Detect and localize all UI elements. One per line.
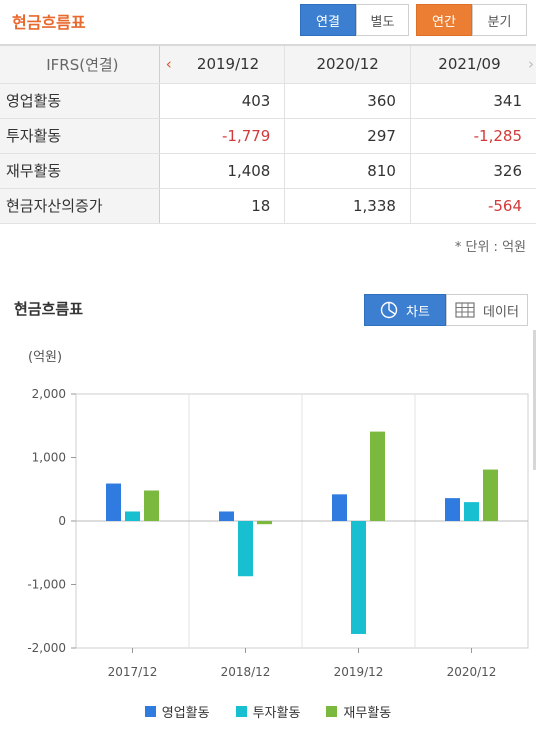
bar bbox=[257, 521, 272, 525]
legend-label: 재무활동 bbox=[343, 706, 392, 721]
table-cell: 341 bbox=[410, 83, 536, 119]
chart-view-label: 차트 bbox=[406, 304, 430, 320]
table-cell: 326 bbox=[410, 153, 536, 189]
pie-chart-icon bbox=[380, 301, 398, 319]
column-header: 2020/12 bbox=[284, 44, 411, 84]
table-row: 영업활동 403 360 341 bbox=[0, 83, 536, 119]
table-cell: 297 bbox=[284, 118, 411, 154]
row-label: 투자활동 bbox=[0, 118, 160, 154]
column-header: ‹ 2019/12 bbox=[159, 44, 286, 84]
data-view-label: 데이터 bbox=[483, 304, 519, 320]
y-unit-label: (억원) bbox=[28, 350, 63, 365]
row-label: 재무활동 bbox=[0, 153, 160, 189]
quarterly-button[interactable]: 분기 bbox=[472, 4, 527, 36]
table-cell: 403 bbox=[159, 83, 286, 119]
table-cell: 360 bbox=[284, 83, 411, 119]
legend-item[interactable]: 영업활동 bbox=[144, 702, 210, 721]
row-label: 영업활동 bbox=[0, 83, 160, 119]
y-tick-label: -2,000 bbox=[27, 641, 66, 655]
bar bbox=[445, 498, 460, 521]
table-cell: 1,408 bbox=[159, 153, 286, 189]
legend-item[interactable]: 투자활동 bbox=[235, 702, 301, 721]
y-tick-label: 0 bbox=[58, 514, 66, 528]
cashflow-table: IFRS(연결) ‹ 2019/12 2020/12 2021/09 › 영업활… bbox=[0, 44, 536, 224]
table-row: 투자활동 -1,779 297 -1,285 bbox=[0, 118, 536, 154]
legend-swatch bbox=[326, 706, 338, 717]
x-tick-label: 2018/12 bbox=[221, 665, 271, 679]
legend-item[interactable]: 재무활동 bbox=[326, 702, 391, 721]
page-title: 현금흐름표 bbox=[12, 13, 86, 32]
column-header: 2021/09 › bbox=[410, 44, 536, 84]
prev-arrow-icon[interactable]: ‹ bbox=[165, 55, 172, 74]
chart-section-title: 현금흐름표 bbox=[14, 300, 84, 318]
bar bbox=[332, 494, 347, 521]
consolidated-button[interactable]: 연결 bbox=[300, 4, 356, 36]
y-tick-label: 1,000 bbox=[32, 451, 66, 465]
table-grid-icon bbox=[455, 302, 475, 318]
legend-label: 투자활동 bbox=[252, 706, 301, 721]
bar bbox=[483, 469, 498, 521]
y-tick-label: -1,000 bbox=[27, 578, 66, 592]
scrollbar[interactable] bbox=[533, 330, 536, 470]
table-corner: IFRS(연결) bbox=[0, 44, 160, 84]
unit-note: * 단위 : 억원 bbox=[454, 240, 526, 255]
bar bbox=[125, 511, 140, 521]
chart-view-button[interactable]: 차트 bbox=[364, 294, 446, 326]
x-tick-label: 2020/12 bbox=[447, 665, 497, 679]
bar bbox=[144, 490, 159, 521]
legend-label: 영업활동 bbox=[161, 706, 210, 721]
row-label: 현금자산의증가 bbox=[0, 188, 160, 224]
header: 현금흐름표 연결 별도 연간 분기 bbox=[0, 0, 536, 44]
legend-swatch bbox=[235, 706, 247, 717]
separate-button[interactable]: 별도 bbox=[356, 4, 409, 36]
table-cell: -564 bbox=[410, 188, 536, 224]
x-tick-label: 2017/12 bbox=[108, 665, 158, 679]
data-view-button[interactable]: 데이터 bbox=[446, 294, 528, 326]
table-cell: 1,338 bbox=[284, 188, 411, 224]
table-cell: 810 bbox=[284, 153, 411, 189]
y-tick-label: 2,000 bbox=[32, 387, 66, 401]
table-row: 현금자산의증가 18 1,338 -564 bbox=[0, 188, 536, 224]
cashflow-bar-chart: 2,000 1,000 0 -1,000 -2,000 2017/12 2018/12 201… bbox=[27, 387, 529, 679]
table-cell: 18 bbox=[159, 188, 286, 224]
annual-button[interactable]: 연간 bbox=[416, 4, 472, 36]
x-tick-label: 2019/12 bbox=[334, 665, 384, 679]
table-cell: -1,285 bbox=[410, 118, 536, 154]
table-cell: -1,779 bbox=[159, 118, 286, 154]
bar bbox=[370, 431, 385, 521]
bar bbox=[351, 521, 366, 634]
legend-swatch bbox=[144, 706, 156, 717]
table-row: 재무활동 1,408 810 326 bbox=[0, 153, 536, 189]
next-arrow-icon[interactable]: › bbox=[528, 55, 534, 74]
bar bbox=[219, 511, 234, 521]
bar bbox=[238, 521, 253, 577]
bar bbox=[106, 483, 121, 521]
chart-legend: 영업활동 투자활동 재무활동 bbox=[0, 702, 536, 721]
bar bbox=[464, 502, 479, 521]
